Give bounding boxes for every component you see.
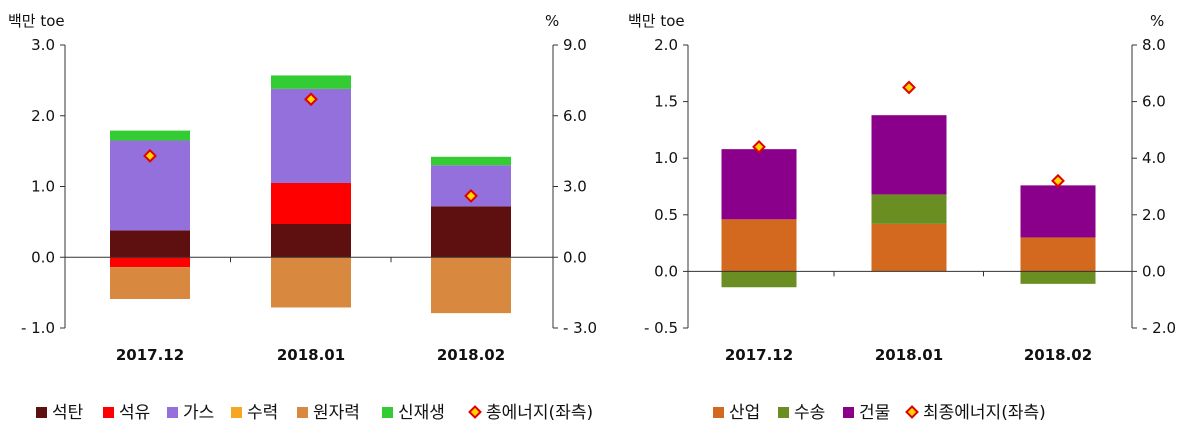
chart1-legend-swatch — [231, 407, 242, 418]
chart2-category-label: 2018.02 — [1024, 346, 1092, 364]
chart2-bar-segment — [1020, 185, 1096, 238]
chart1-legend-swatch — [382, 407, 393, 418]
chart2-bar-segment — [1020, 271, 1096, 284]
chart1-legend-swatch — [297, 407, 308, 418]
chart2-category-label: 2018.01 — [875, 346, 943, 364]
chart2-category-label: 2017.12 — [725, 346, 793, 364]
chart2-bar-segment — [871, 115, 947, 195]
chart2-right-tick-label: 2.0 — [1142, 206, 1166, 224]
chart1-right-tick-label: 3.0 — [563, 178, 587, 196]
chart2-left-tick-label: 1.5 — [654, 93, 678, 111]
chart1-bar-segment — [110, 257, 190, 268]
chart1-bar-segment — [431, 206, 511, 258]
chart2-marker-point — [1051, 173, 1065, 188]
chart1-category-label: 2017.12 — [116, 346, 184, 364]
chart2-legend-label: 수송 — [794, 403, 825, 423]
chart2-bar-segment — [721, 219, 797, 272]
chart2-left-tick-label: - 0.5 — [644, 319, 678, 337]
chart1-right-unit-label: % — [545, 12, 559, 30]
chart2-left-tick-label: 2.0 — [654, 36, 678, 54]
chart2-bar-segment — [1020, 237, 1096, 272]
chart1-legend-marker — [468, 405, 482, 419]
chart1-legend-label: 수력 — [247, 403, 278, 423]
chart1-marker-point — [143, 148, 157, 163]
chart1-right-tick-label: 9.0 — [563, 36, 587, 54]
chart2-legend-swatch — [778, 407, 789, 418]
chart2-right-tick-label: 4.0 — [1142, 149, 1166, 167]
chart1-bar-segment — [271, 223, 351, 258]
chart1-bar-segment — [271, 182, 351, 224]
chart2-right-tick-label: - 2.0 — [1142, 319, 1176, 337]
chart1-left-unit-label: 백만 toe — [8, 12, 65, 30]
chart1-legend-label: 석유 — [119, 403, 150, 423]
chart2-right-tick-label: 8.0 — [1142, 36, 1166, 54]
chart2-legend-swatch — [843, 407, 854, 418]
chart1-right-tick-label: 6.0 — [563, 107, 587, 125]
chart1-legend-label: 총에너지(좌측) — [486, 403, 593, 423]
chart1-left-tick-label: - 1.0 — [21, 319, 55, 337]
chart1-legend-swatch — [36, 407, 47, 418]
chart1-left-tick-label: 0.0 — [31, 248, 55, 266]
chart2-right-unit-label: % — [1150, 12, 1164, 30]
chart2-legend-label: 산업 — [729, 403, 760, 423]
chart2-legend-label: 최종에너지(좌측) — [923, 403, 1046, 423]
chart2-right-tick-label: 6.0 — [1142, 93, 1166, 111]
chart2-left-unit-label: 백만 toe — [628, 12, 685, 30]
chart1-marker-point — [464, 189, 478, 203]
chart1-left-tick-label: 1.0 — [31, 178, 55, 196]
chart1-legend-label: 신재생 — [398, 403, 445, 423]
chart1-legend-swatch — [103, 407, 114, 418]
chart1-left-tick-label: 3.0 — [31, 36, 55, 54]
chart2-legend-swatch — [713, 407, 724, 418]
chart1-category-label: 2018.01 — [277, 346, 345, 364]
chart2-marker-point — [902, 80, 916, 95]
chart2-right-tick-label: 0.0 — [1142, 262, 1166, 280]
chart1-legend-swatch — [167, 407, 178, 418]
chart2-marker-point — [752, 139, 766, 154]
chart2-bar-segment — [871, 194, 947, 224]
chart1-bar-segment — [110, 230, 190, 258]
chart1-legend-label: 가스 — [183, 403, 214, 423]
chart1-bar-segment — [431, 257, 511, 314]
chart2-legend-label: 건물 — [859, 403, 890, 423]
chart1-legend-label: 원자력 — [313, 403, 360, 423]
chart1-right-tick-label: 0.0 — [563, 248, 587, 266]
chart2-left-tick-label: 0.0 — [654, 262, 678, 280]
chart1-marker-point — [304, 92, 318, 107]
chart1-bar-segment — [271, 75, 351, 89]
chart2-bar-segment — [721, 271, 797, 288]
chart1-left-tick-label: 2.0 — [31, 107, 55, 125]
chart1-bar-segment — [271, 257, 351, 308]
chart1-right-tick-label: - 3.0 — [563, 319, 597, 337]
chart1-bar-segment — [110, 130, 190, 141]
chart1-legend-label: 석탄 — [52, 403, 84, 423]
chart2-bar-segment — [721, 149, 797, 220]
chart1-bar-segment — [110, 267, 190, 299]
chart2-bar-segment — [871, 223, 947, 272]
chart2-legend-marker — [905, 405, 919, 419]
chart1-category-label: 2018.02 — [437, 346, 505, 364]
chart2-left-tick-label: 0.5 — [654, 206, 678, 224]
chart2-left-tick-label: 1.0 — [654, 149, 678, 167]
chart1-bar-segment — [431, 156, 511, 166]
